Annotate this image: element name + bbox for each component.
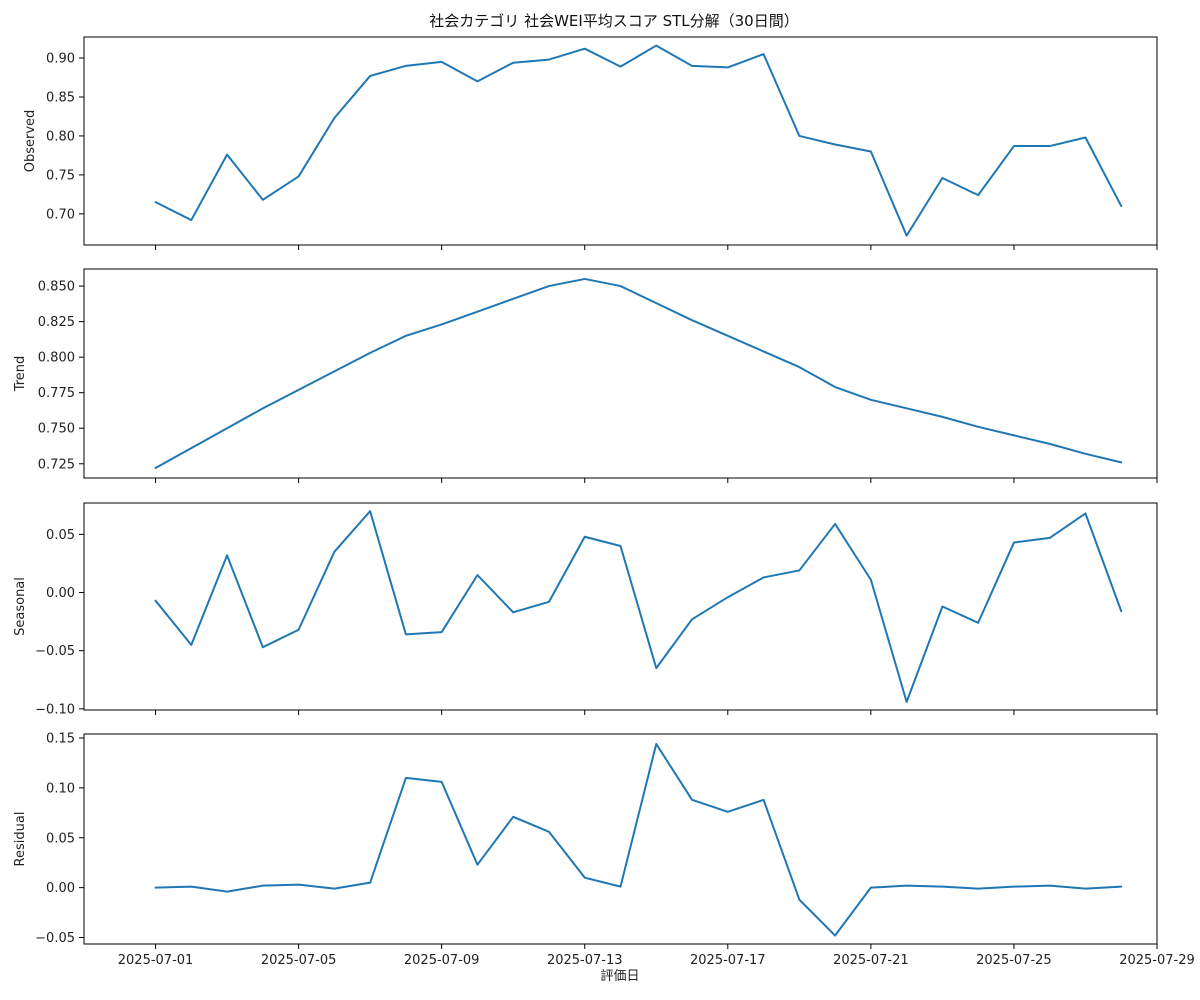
y-tick-label: 0.80 [46, 129, 75, 144]
x-tick-label: 2025-07-17 [690, 953, 766, 968]
y-tick-label: 0.00 [46, 586, 75, 601]
y-tick-label: 0.725 [38, 457, 75, 472]
y-tick-label: 0.825 [38, 315, 75, 330]
y-tick-label: 0.05 [46, 528, 75, 543]
chart-title: 社会カテゴリ 社会WEI平均スコア STL分解（30日間） [429, 12, 798, 30]
panel-frame [83, 502, 1158, 711]
x-tick-label: 2025-07-29 [1119, 953, 1195, 968]
y-axis-label: Residual [13, 812, 28, 867]
y-tick-label: −0.05 [35, 644, 75, 659]
y-tick-label: 0.85 [46, 90, 75, 105]
panels-container: 0.700.750.800.850.90Observed0.7250.7500.… [13, 36, 1195, 968]
y-tick-label: 0.850 [38, 280, 75, 295]
y-tick-label: 0.15 [46, 731, 75, 746]
y-axis-label: Seasonal [13, 577, 28, 636]
x-axis-label: 評価日 [600, 969, 639, 984]
y-axis-label: Trend [13, 356, 28, 393]
y-tick-label: −0.10 [35, 702, 75, 717]
y-tick-label: 0.70 [46, 207, 75, 222]
x-tick-label: 2025-07-13 [547, 953, 623, 968]
panel-residual: −0.05 0.00 0.05 0.10 0.15 2025-07-01 2025-07-0… [13, 731, 1195, 968]
y-tick-label: 0.800 [38, 351, 75, 366]
y-tick-label: 0.10 [46, 781, 75, 796]
x-tick-label: 2025-07-09 [404, 953, 480, 968]
y-tick-label: 0.05 [46, 831, 75, 846]
y-tick-label: 0.775 [38, 386, 75, 401]
y-tick-label: 0.75 [46, 168, 75, 183]
x-tick-label: 2025-07-21 [833, 953, 909, 968]
x-tick-label: 2025-07-05 [261, 953, 337, 968]
panel-frame [83, 268, 1158, 479]
panel-trend: 0.725 0.750 0.775 0.800 0.825 0.850 Trend [13, 268, 1158, 483]
panel-observed: 0.70 0.75 0.80 0.85 0.90 Observed [23, 36, 1158, 250]
panel-seasonal: −0.10 −0.05 0.00 0.05 Seasonal [13, 502, 1158, 717]
series-line-observed [154, 44, 1123, 237]
panel-frame [83, 36, 1158, 246]
series-line-seasonal [154, 510, 1123, 703]
y-tick-label: 0.00 [46, 881, 75, 896]
x-tick-label: 2025-07-01 [118, 953, 194, 968]
y-tick-label: 0.90 [46, 52, 75, 67]
series-line-residual [154, 742, 1123, 937]
x-tick-label: 2025-07-25 [976, 953, 1052, 968]
y-axis-label: Observed [23, 110, 38, 173]
y-tick-label: 0.750 [38, 422, 75, 437]
y-tick-label: −0.05 [35, 931, 75, 946]
series-line-trend [154, 277, 1123, 470]
panel-frame [83, 733, 1158, 945]
